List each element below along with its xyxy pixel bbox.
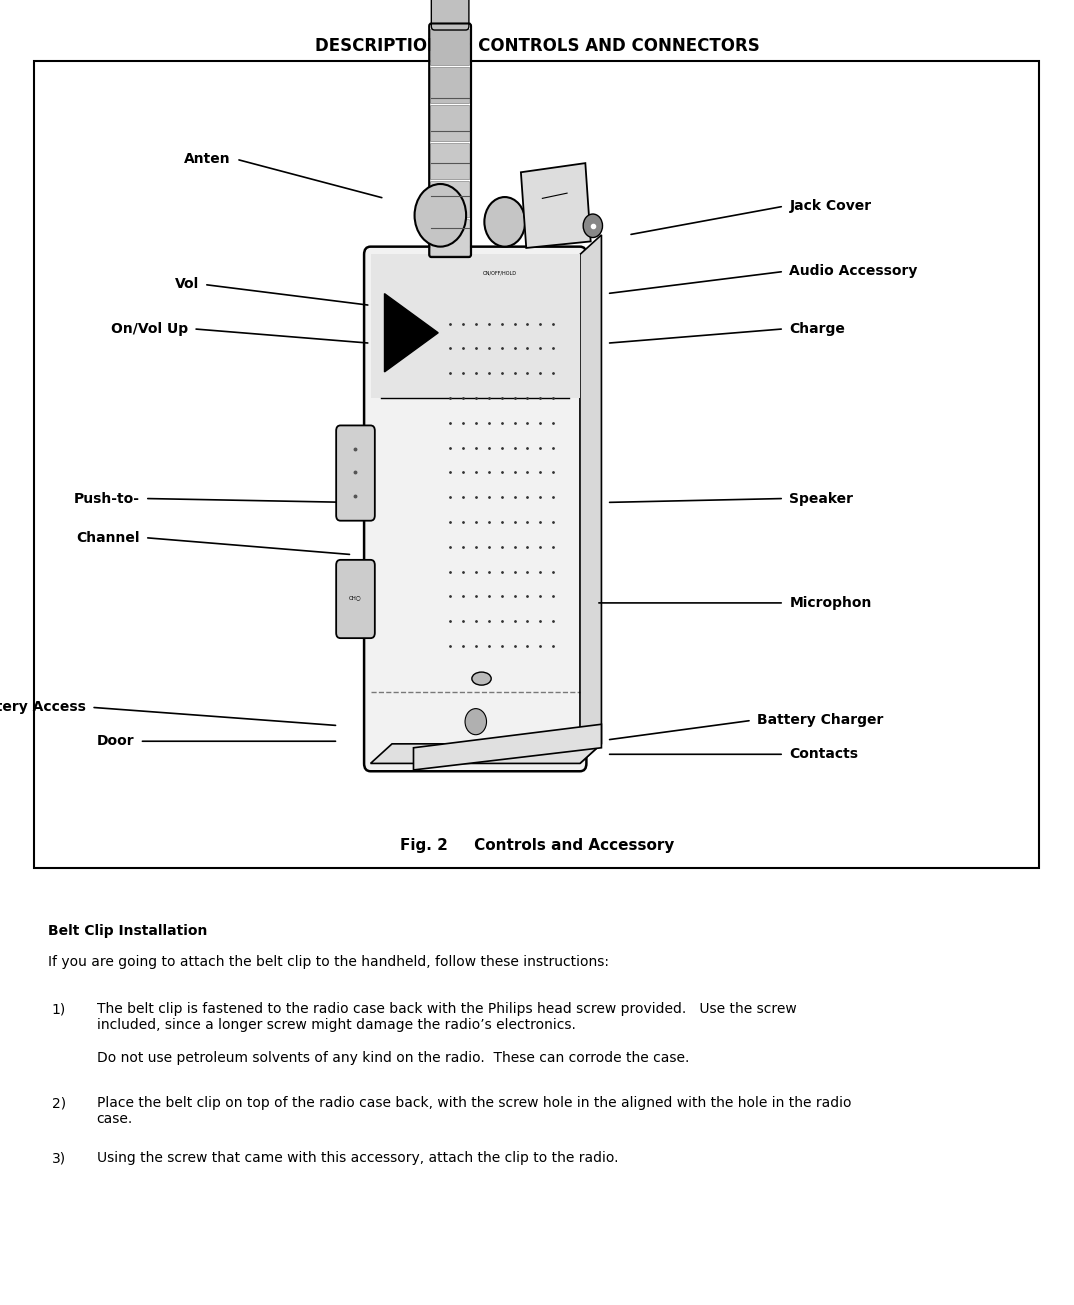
Text: Jack Cover: Jack Cover [789, 200, 871, 213]
Text: Microphon: Microphon [789, 596, 872, 609]
Text: Using the screw that came with this accessory, attach the clip to the radio.: Using the screw that came with this acce… [97, 1151, 619, 1165]
Polygon shape [371, 744, 601, 763]
Bar [34, 61, 1039, 868]
Text: 2): 2) [52, 1096, 66, 1111]
Text: Do not use petroleum solvents of any kind on the radio.  These can corrode the c: Do not use petroleum solvents of any kin… [97, 1051, 690, 1065]
Text: 3): 3) [52, 1151, 66, 1165]
Bar [371, 254, 580, 398]
Text: Contacts: Contacts [789, 748, 858, 761]
Text: Door: Door [97, 735, 134, 748]
Circle shape [583, 214, 603, 238]
Circle shape [484, 197, 525, 247]
Text: Place the belt clip on top of the radio case back, with the screw hole in the al: Place the belt clip on top of the radio … [97, 1096, 852, 1126]
FancyBboxPatch shape [431, 181, 470, 218]
Text: Channel: Channel [76, 531, 140, 544]
Text: The belt clip is fastened to the radio case back with the Philips head screw pro: The belt clip is fastened to the radio c… [97, 1002, 797, 1032]
FancyBboxPatch shape [432, 0, 469, 30]
Text: Battery Charger: Battery Charger [757, 714, 884, 727]
Polygon shape [521, 163, 591, 248]
Text: CH○: CH○ [349, 595, 362, 600]
Text: Battery Access: Battery Access [0, 701, 86, 714]
Text: VOLUME: VOLUME [390, 309, 394, 326]
Text: Anten: Anten [185, 153, 231, 166]
Text: Audio Accessory: Audio Accessory [789, 265, 918, 278]
FancyBboxPatch shape [431, 219, 470, 256]
Text: DESCRIPTION OF CONTROLS AND CONNECTORS: DESCRIPTION OF CONTROLS AND CONNECTORS [315, 37, 759, 55]
Polygon shape [413, 724, 601, 770]
Polygon shape [384, 294, 438, 372]
Text: 1): 1) [52, 1002, 66, 1017]
FancyBboxPatch shape [431, 106, 470, 141]
FancyBboxPatch shape [431, 144, 470, 180]
Ellipse shape [471, 672, 491, 685]
Text: If you are going to attach the belt clip to the handheld, follow these instructi: If you are going to attach the belt clip… [48, 955, 609, 970]
FancyBboxPatch shape [336, 425, 375, 521]
FancyBboxPatch shape [431, 30, 470, 65]
Text: Vol: Vol [174, 278, 199, 291]
Text: On/Vol Up: On/Vol Up [111, 322, 188, 335]
Polygon shape [580, 235, 601, 763]
FancyBboxPatch shape [336, 560, 375, 638]
Text: Fig. 2     Controls and Accessory: Fig. 2 Controls and Accessory [400, 838, 674, 853]
Text: ON/OFF/HOLD: ON/OFF/HOLD [482, 270, 517, 275]
Text: Push-to-: Push-to- [74, 492, 140, 505]
Text: Charge: Charge [789, 322, 845, 335]
Circle shape [465, 709, 487, 735]
Text: Speaker: Speaker [789, 492, 854, 505]
FancyBboxPatch shape [364, 247, 586, 771]
Text: Belt Clip Installation: Belt Clip Installation [48, 924, 207, 938]
Circle shape [415, 184, 466, 247]
FancyBboxPatch shape [431, 68, 470, 103]
